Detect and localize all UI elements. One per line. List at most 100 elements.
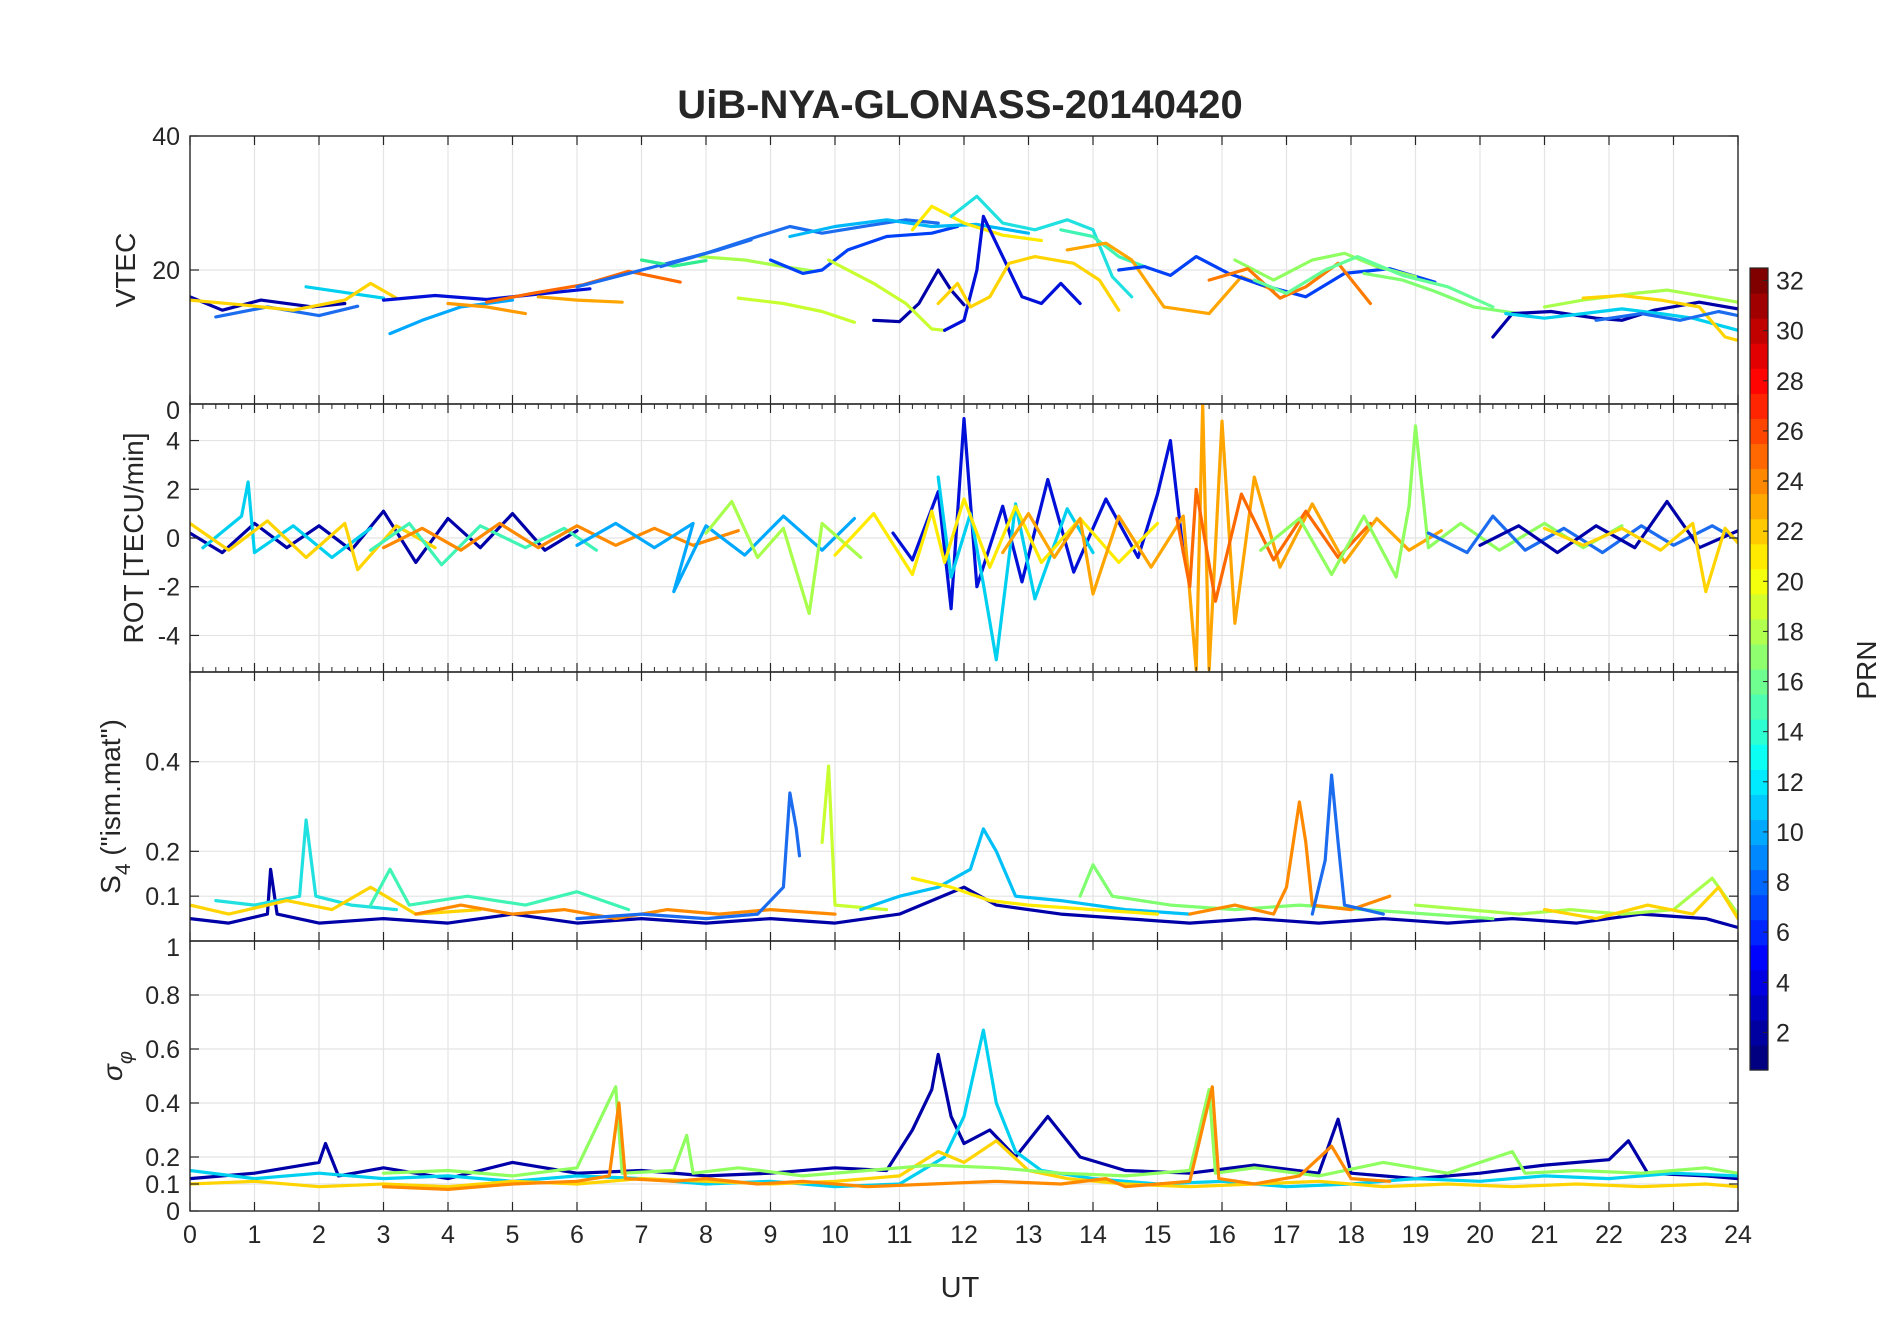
colorbar-swatch bbox=[1750, 969, 1768, 996]
colorbar-tick-label: 32 bbox=[1776, 268, 1804, 296]
rot-line bbox=[575, 514, 856, 594]
y-axis-label: VTEC bbox=[110, 233, 141, 308]
rot-y-tick-label: 4 bbox=[166, 428, 180, 456]
colorbar-tick-label: 10 bbox=[1776, 819, 1804, 847]
colorbar-tick-label: 30 bbox=[1776, 318, 1804, 346]
y-axis-label: σφ bbox=[97, 1051, 137, 1081]
colorbar-tick-label: 24 bbox=[1776, 468, 1804, 496]
x-tick-label: 10 bbox=[821, 1221, 849, 1249]
rot-line bbox=[190, 509, 579, 564]
x-tick-label: 18 bbox=[1337, 1221, 1365, 1249]
colorbar-swatch bbox=[1750, 1044, 1768, 1071]
colorbar-swatch bbox=[1750, 894, 1768, 921]
x-axis-label: UT bbox=[941, 1272, 980, 1304]
s4-line bbox=[1413, 876, 1738, 916]
colorbar-swatch bbox=[1750, 994, 1768, 1021]
colorbar-tick-label: 14 bbox=[1776, 719, 1804, 747]
sigma-phi-y-tick-label: 0.4 bbox=[145, 1090, 180, 1118]
y-axis-label-part: 4 bbox=[112, 863, 135, 875]
vtec-line bbox=[1117, 255, 1437, 299]
colorbar-tick-label: 18 bbox=[1776, 618, 1804, 646]
colorbar-tick-label: 16 bbox=[1776, 669, 1804, 697]
colorbar-swatch bbox=[1750, 669, 1768, 695]
x-tick-label: 16 bbox=[1208, 1221, 1236, 1249]
vtec-line bbox=[827, 258, 947, 332]
sigma-phi-traces bbox=[190, 1028, 1738, 1191]
s4-line bbox=[414, 903, 837, 921]
vtec-line bbox=[936, 255, 1121, 312]
vtec-line bbox=[910, 204, 1043, 243]
y-axis-label-part: ("ism.mat") bbox=[95, 719, 126, 863]
s4-line bbox=[859, 827, 1192, 916]
vtec-line bbox=[736, 296, 856, 324]
vtec-line bbox=[304, 285, 386, 300]
colorbar-swatch bbox=[1750, 643, 1768, 670]
x-tick-label: 2 bbox=[312, 1221, 326, 1249]
x-tick-label: 23 bbox=[1660, 1221, 1688, 1249]
colorbar-swatch bbox=[1750, 443, 1768, 470]
s4-line bbox=[1188, 800, 1392, 916]
colorbar-swatch bbox=[1750, 543, 1768, 570]
vtec-line bbox=[768, 224, 960, 275]
rot-line bbox=[1259, 424, 1624, 579]
rot-line bbox=[1478, 499, 1738, 555]
colorbar-swatch bbox=[1750, 694, 1768, 720]
s4-y-tick-label: 0.4 bbox=[145, 749, 180, 777]
y-axis-label-part: φ bbox=[115, 1051, 137, 1064]
y-axis-label-part: σ bbox=[97, 1063, 128, 1081]
rot-line bbox=[936, 475, 1095, 662]
colorbar-swatch bbox=[1750, 518, 1768, 545]
x-tick-label: 8 bbox=[699, 1221, 713, 1249]
y-axis-label: S4 ("ism.mat") bbox=[95, 719, 135, 894]
vtec-line bbox=[1362, 271, 1521, 316]
x-tick-label: 11 bbox=[887, 1221, 913, 1249]
x-tick-label: 9 bbox=[764, 1221, 778, 1249]
sigma-phi-line bbox=[381, 1085, 1392, 1191]
vtec-traces bbox=[190, 194, 1738, 342]
vtec-line bbox=[446, 301, 527, 316]
colorbar-swatch bbox=[1750, 769, 1768, 795]
colorbar-swatch bbox=[1750, 744, 1768, 770]
rot-line bbox=[704, 499, 863, 616]
x-tick-label: 0 bbox=[183, 1221, 197, 1249]
x-tick-label: 22 bbox=[1595, 1221, 1623, 1249]
colorbar-swatch bbox=[1750, 944, 1768, 971]
s4-line bbox=[910, 876, 1160, 916]
vtec-line bbox=[639, 258, 708, 268]
colorbar-swatch bbox=[1750, 869, 1768, 896]
sigma-phi-line bbox=[190, 1139, 1738, 1189]
colorbar-swatch bbox=[1750, 268, 1768, 294]
colorbar-swatch bbox=[1750, 819, 1768, 846]
x-tick-label: 20 bbox=[1466, 1221, 1494, 1249]
s4-line bbox=[369, 867, 631, 912]
colorbar-tick-label: 12 bbox=[1776, 769, 1804, 797]
vtec-line bbox=[949, 194, 1134, 299]
vtec-y-tick-label: 20 bbox=[152, 257, 180, 285]
rot-traces bbox=[190, 404, 1738, 672]
colorbar-tick-label: 2 bbox=[1776, 1019, 1790, 1047]
x-tick-label: 12 bbox=[950, 1221, 978, 1249]
vtec-line bbox=[697, 255, 818, 273]
x-tick-label: 13 bbox=[1015, 1221, 1043, 1249]
sigma-phi-y-tick-label: 0.1 bbox=[145, 1171, 180, 1199]
y-axis-label: ROT [TECU/min] bbox=[118, 432, 149, 643]
colorbar-tick-label: 22 bbox=[1776, 518, 1804, 546]
vtec-line bbox=[381, 287, 592, 302]
sigma-phi-line bbox=[190, 1028, 1738, 1189]
sigma-phi-y-tick-label: 0.8 bbox=[145, 982, 180, 1010]
rot-y-tick-label: 2 bbox=[166, 476, 180, 504]
x-axis: 010 1 2 3 4 5 6 7 8 9 10 11 12 13 14 15 16 17 18 19 20 21 22 23… bbox=[166, 397, 1752, 1249]
rot-line bbox=[891, 417, 1185, 611]
vtec-line bbox=[1252, 255, 1495, 309]
colorbar-swatch bbox=[1750, 343, 1768, 369]
rot-panel: -4 -2 0 2 4 ROT [TECU/min] bbox=[118, 403, 1739, 673]
x-tick-label: 7 bbox=[635, 1221, 649, 1249]
colorbar-swatch bbox=[1750, 794, 1768, 820]
x-tick-label: 3 bbox=[377, 1221, 391, 1249]
rot-line bbox=[201, 480, 373, 560]
s4-line bbox=[1542, 885, 1738, 921]
colorbar-swatch bbox=[1750, 493, 1768, 520]
s4-y-tick-label: 0.1 bbox=[145, 883, 180, 911]
